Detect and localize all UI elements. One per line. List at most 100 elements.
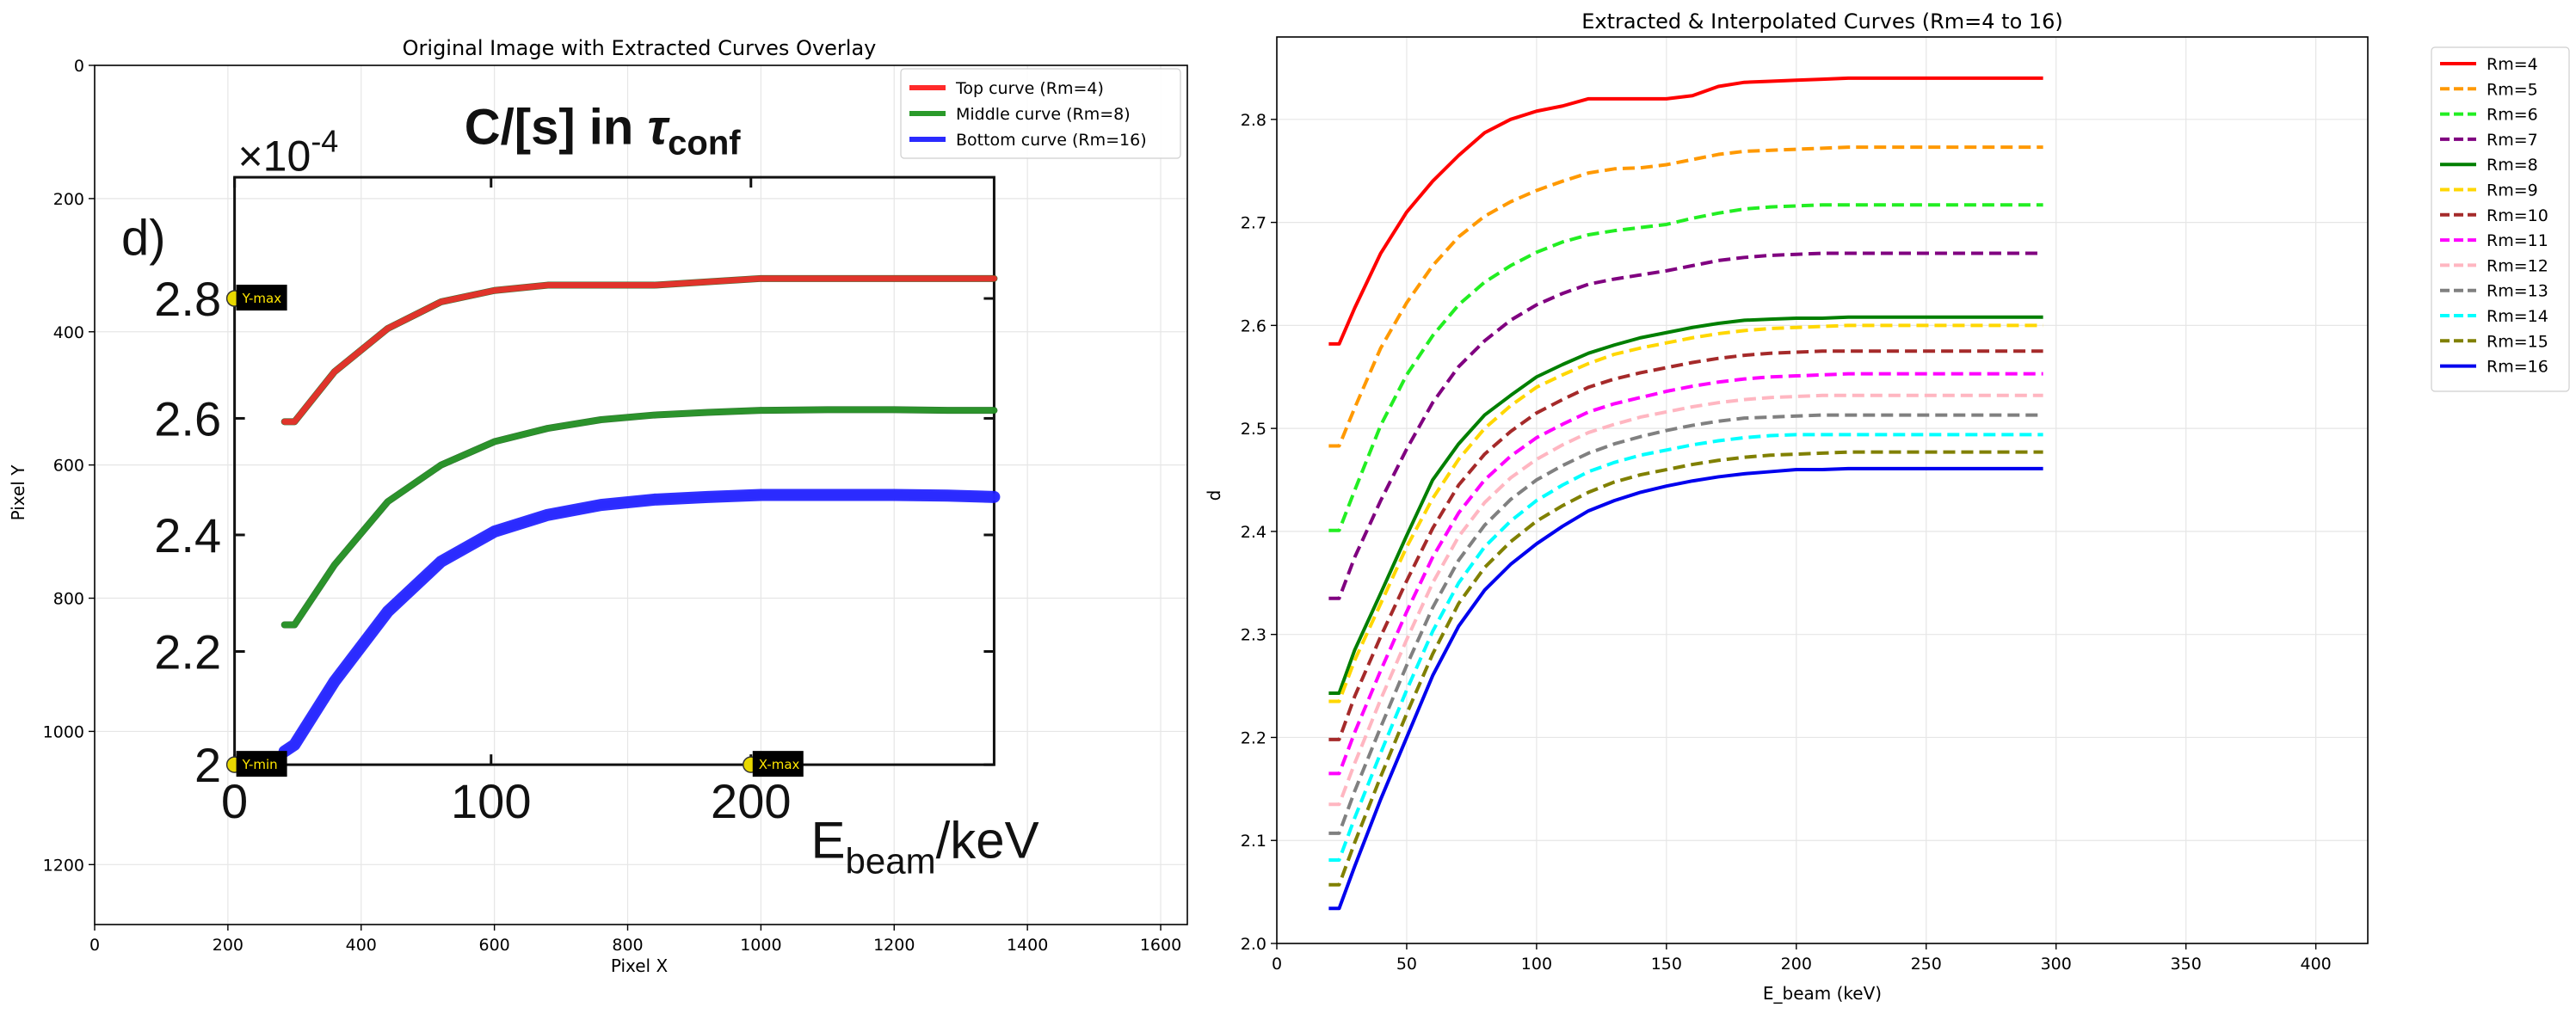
- embedded-ticks: [233, 177, 995, 766]
- left-chart-title: Original Image with Extracted Curves Ove…: [403, 36, 877, 60]
- embedded-y-tick-label: 2.2: [154, 624, 221, 679]
- embedded-title-tau: τ: [647, 99, 670, 155]
- embedded-y-tick-labels: 2.8 2.6 2.4 2.2 2: [154, 272, 221, 792]
- left-y-tick-label: 200: [53, 190, 84, 209]
- calibration-marker-label: Y-min: [242, 757, 278, 772]
- embedded-x-tick-label: 200: [711, 774, 791, 828]
- right-x-tick-label: 200: [1781, 955, 1812, 974]
- right-axes-frame: [1276, 36, 2369, 944]
- embedded-y-tick-label: 2: [194, 738, 221, 792]
- embedded-exponent-power: -4: [311, 123, 338, 158]
- right-series-line: [1328, 76, 2043, 346]
- embedded-x-tick-label: 100: [451, 774, 531, 828]
- left-series-underlay: [278, 488, 1001, 758]
- right-x-tick-label: 300: [2041, 955, 2072, 974]
- embedded-y-tick-label: 2.4: [154, 508, 221, 562]
- left-legend-entry: Bottom curve (Rm=16): [956, 131, 1147, 150]
- right-legend-box: [2431, 46, 2570, 392]
- embedded-y-tick-label: 2.6: [154, 391, 221, 445]
- right-y-tick-label: 2.8: [1241, 111, 1266, 130]
- right-x-ticks: 0 50 100 150 200 250 300 350 400: [1272, 943, 2332, 974]
- left-x-ticks: 0 200 400 600 800 1000 1200 1400 1600: [89, 925, 1181, 955]
- right-legend-entry: Rm=4: [2487, 55, 2538, 74]
- calibration-marker-box: [236, 751, 287, 777]
- right-legend-entry: Rm=9: [2487, 181, 2538, 200]
- left-y-tick-label: 1200: [43, 856, 84, 875]
- right-x-tick-label: 400: [2300, 955, 2331, 974]
- left-legend: Top curve (Rm=4) Middle curve (Rm=8) Botto…: [900, 68, 1181, 159]
- right-x-tick-label: 150: [1651, 955, 1682, 974]
- right-series-line: [1328, 315, 2043, 695]
- embedded-title: C/[s] in τconf: [465, 99, 742, 162]
- right-x-tick-label: 0: [1272, 955, 1282, 974]
- right-series: [1328, 76, 2043, 911]
- right-series-line: [1328, 203, 2043, 532]
- left-series-underlay: [280, 274, 998, 426]
- left-series-line: [281, 406, 997, 629]
- right-legend-entry: Rm=15: [2487, 332, 2548, 351]
- right-legend-entry: Rm=10: [2487, 206, 2548, 225]
- right-x-tick-label: 50: [1396, 955, 1417, 974]
- right-x-tick-label: 350: [2171, 955, 2202, 974]
- right-legend-entry: Rm=13: [2487, 282, 2548, 301]
- left-legend-entry: Top curve (Rm=4): [955, 79, 1104, 98]
- embedded-x-tick-labels: 0 100 200: [221, 774, 791, 828]
- right-legend-entry: Rm=12: [2487, 256, 2548, 275]
- right-legend-entry: Rm=6: [2487, 106, 2538, 125]
- right-x-tick-label: 250: [1911, 955, 1942, 974]
- left-x-tick-label: 400: [346, 936, 377, 955]
- right-legend-entry: Rm=7: [2487, 131, 2538, 150]
- embedded-title-text: C/[s] in: [465, 99, 648, 155]
- calibration-marker-box: [752, 751, 804, 777]
- right-legend: Rm=4 Rm=5 Rm=6 Rm=7 Rm=8 Rm=9 Rm=10 Rm=11 Rm=12 R…: [2431, 46, 2570, 392]
- right-chart-title: Extracted & Interpolated Curves (Rm=4 to…: [1581, 9, 2063, 34]
- right-y-tick-label: 2.5: [1241, 420, 1266, 439]
- embedded-x-label-sub: beam: [846, 841, 936, 882]
- right-series-line: [1328, 145, 2043, 448]
- embedded-x-label: Ebeam/keV: [810, 812, 1038, 882]
- right-y-axis-label: d: [1204, 490, 1224, 501]
- right-series-line: [1328, 251, 2043, 600]
- left-series-line: [280, 491, 998, 756]
- right-y-tick-label: 2.4: [1241, 523, 1266, 542]
- left-x-tick-label: 600: [479, 936, 510, 955]
- left-x-tick-label: 1200: [873, 936, 915, 955]
- left-y-tick-label: 0: [74, 57, 84, 76]
- embedded-original-image: C/[s] in τconf ×10-4 d) 2.8 2.6 2.4 2.2 2 0 1…: [121, 99, 1039, 881]
- right-legend-entry: Rm=8: [2487, 156, 2538, 175]
- calibration-markers: Y-max Y-min X-max: [225, 285, 804, 777]
- embedded-x-tick-label: 0: [221, 774, 248, 828]
- left-legend-entry: Middle curve (Rm=8): [956, 105, 1131, 124]
- embedded-panel-label: d): [121, 211, 166, 267]
- embedded-exponent-prefix: ×10: [237, 132, 311, 180]
- left-chart: Original Image with Extracted Curves Ove…: [8, 36, 1188, 976]
- left-x-axis-label: Pixel X: [611, 955, 669, 976]
- left-series-line: [281, 275, 997, 425]
- left-y-tick-label: 400: [53, 323, 84, 342]
- right-y-tick-label: 2.2: [1241, 728, 1266, 747]
- right-x-tick-label: 100: [1521, 955, 1552, 974]
- calibration-marker-box: [236, 285, 287, 311]
- right-chart: Extracted & Interpolated Curves (Rm=4 to…: [1204, 9, 2570, 1004]
- left-series: [278, 274, 1001, 758]
- left-x-tick-label: 1000: [740, 936, 781, 955]
- left-x-tick-label: 0: [89, 936, 100, 955]
- embedded-x-label-main: E: [810, 812, 845, 869]
- right-legend-entry: Rm=16: [2487, 358, 2548, 377]
- left-y-ticks: 0 200 400 600 800 1000 1200: [43, 57, 95, 875]
- right-y-tick-label: 2.3: [1241, 626, 1266, 645]
- calibration-marker-label: Y-max: [242, 291, 282, 306]
- right-y-ticks: 2.0 2.1 2.2 2.3 2.4 2.5 2.6 2.7 2.8: [1241, 111, 1277, 954]
- left-y-tick-label: 1000: [43, 722, 84, 741]
- right-series-line: [1328, 349, 2043, 741]
- right-legend-entry: Rm=11: [2487, 231, 2548, 250]
- left-axes-frame: [94, 65, 1188, 925]
- right-series-line: [1328, 393, 2043, 807]
- left-y-tick-label: 800: [53, 590, 84, 609]
- embedded-title-sub: conf: [668, 124, 741, 162]
- right-series-line: [1328, 323, 2043, 704]
- right-series-line: [1328, 413, 2043, 835]
- left-x-tick-label: 1400: [1007, 936, 1048, 955]
